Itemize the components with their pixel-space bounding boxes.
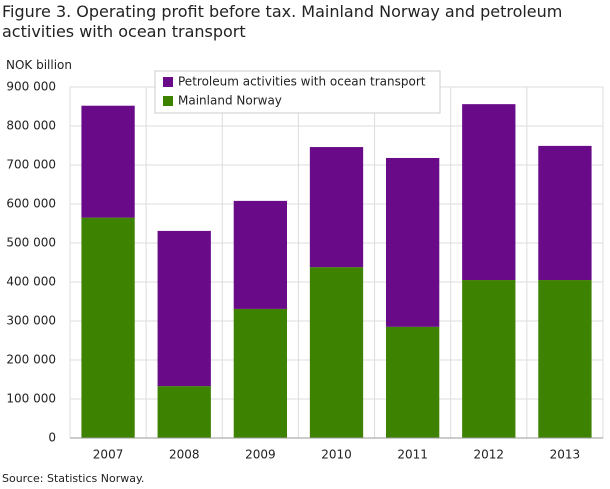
y-tick-label: 300 000 xyxy=(6,314,56,328)
bar-segment xyxy=(538,280,592,438)
legend-label: Petroleum activities with ocean transpor… xyxy=(178,75,426,89)
bar-segment xyxy=(309,267,364,438)
bar-segment xyxy=(462,104,516,281)
y-tick-label: 900 000 xyxy=(6,80,56,94)
bar-segment xyxy=(385,157,440,327)
legend-swatch xyxy=(163,77,173,87)
x-tick-label: 2009 xyxy=(245,448,276,462)
y-tick-label: 400 000 xyxy=(6,275,56,289)
bar-segment xyxy=(233,200,288,309)
y-tick-label: 200 000 xyxy=(6,353,56,367)
x-tick-label: 2012 xyxy=(474,448,505,462)
bar-segment xyxy=(462,280,516,438)
chart-title: Figure 3. Operating profit before tax. M… xyxy=(2,2,563,41)
x-tick-label: 2011 xyxy=(397,448,428,462)
y-tick-label: 0 xyxy=(48,431,56,445)
x-tick-label: 2007 xyxy=(93,448,124,462)
y-tick-label: 600 000 xyxy=(6,197,56,211)
bar-segment xyxy=(157,230,211,387)
x-tick-label: 2008 xyxy=(169,448,200,462)
legend-swatch xyxy=(163,96,173,106)
y-tick-label: 700 000 xyxy=(6,158,56,172)
y-tick-label: 500 000 xyxy=(6,236,56,250)
x-tick-label: 2013 xyxy=(550,448,581,462)
bar-segment xyxy=(385,326,440,438)
legend-label: Mainland Norway xyxy=(178,94,282,108)
bar-segment xyxy=(81,105,135,218)
legend-box xyxy=(154,70,441,114)
bar-segment xyxy=(81,217,135,438)
y-tick-label: 100 000 xyxy=(6,392,56,406)
source: Source: Statistics Norway. xyxy=(2,472,145,485)
y-tick-label: 800 000 xyxy=(6,119,56,133)
y-axis-label: NOK billion xyxy=(6,58,73,72)
bar-segment xyxy=(309,147,364,268)
bar-segment xyxy=(233,308,288,438)
bar-segment xyxy=(157,386,211,438)
bar-segment xyxy=(538,145,592,281)
x-tick-label: 2010 xyxy=(321,448,352,462)
